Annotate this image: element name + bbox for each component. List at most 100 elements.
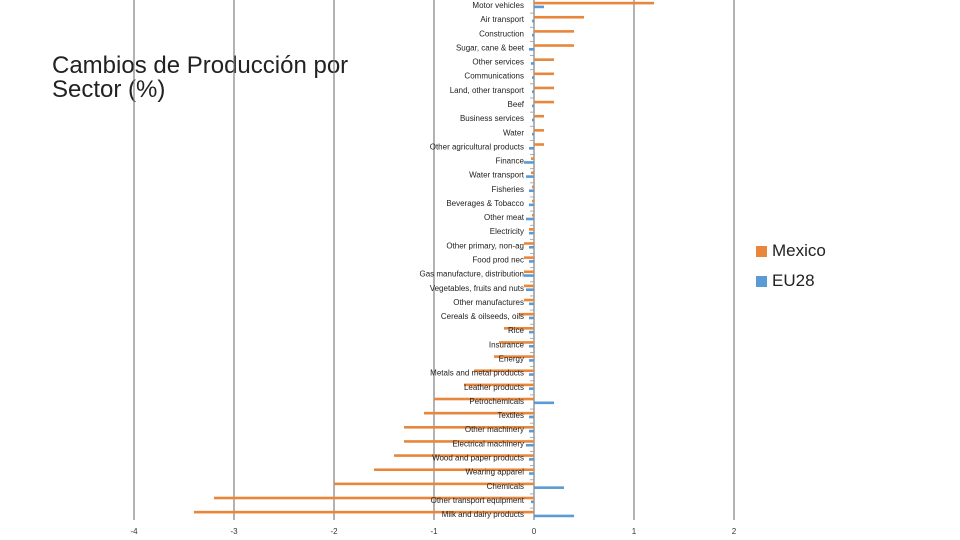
bar-eu28	[529, 48, 534, 51]
legend-swatch-eu28	[756, 275, 767, 287]
bar-mexico	[534, 58, 554, 61]
bar-mexico	[534, 100, 554, 104]
category-label: Other transport equipment	[431, 496, 525, 505]
category-label: Electricity	[490, 227, 524, 236]
x-tick-label: 0	[532, 527, 537, 536]
category-label: Other meat	[484, 213, 525, 222]
bar-eu28	[526, 175, 534, 178]
category-label: Chemicals	[487, 482, 524, 491]
bar-eu28	[532, 33, 534, 37]
bar-eu28	[529, 373, 534, 376]
bar-eu28	[529, 189, 534, 193]
x-tick-label: -3	[230, 527, 238, 536]
category-label: Fisheries	[492, 185, 524, 194]
legend-swatch-mexico	[756, 245, 767, 257]
bar-eu28	[529, 344, 534, 348]
bar-eu28	[529, 359, 534, 362]
bar-eu28	[524, 274, 534, 277]
category-label: Motor vehicles	[472, 1, 524, 10]
category-label: Construction	[479, 29, 524, 38]
category-label: Leather products	[464, 383, 524, 392]
legend-item-eu28: EU28	[756, 271, 815, 291]
category-label: Other primary, non-ag	[446, 241, 524, 250]
bar-mexico	[474, 369, 534, 373]
category-label: Petrochemicals	[469, 397, 524, 406]
bar-eu28	[526, 288, 534, 291]
bar-mexico	[214, 496, 534, 500]
bar-mexico	[532, 199, 534, 203]
bar-eu28	[531, 62, 534, 65]
bar-mexico	[534, 143, 544, 146]
x-tick-label: -4	[130, 527, 138, 536]
category-label: Metals and metal products	[430, 369, 524, 378]
x-tick-labels: -4 -3 -2 -1 0 1 2	[130, 527, 736, 536]
bar-eu28	[534, 401, 554, 405]
bar-eu28	[529, 472, 534, 475]
category-label: Finance	[496, 157, 525, 166]
legend-label-mexico: Mexico	[772, 241, 826, 260]
x-tick-label: -1	[430, 527, 438, 536]
bar-eu28	[529, 147, 534, 150]
category-label: Business services	[460, 114, 524, 123]
bar-eu28	[531, 500, 534, 504]
bar-mexico	[532, 213, 534, 217]
category-label: Cereals & oilseeds, oils	[441, 312, 524, 321]
bar-mexico	[531, 157, 534, 160]
bar-eu28	[529, 316, 534, 320]
bar-mexico	[404, 426, 534, 429]
bar-mexico	[464, 383, 534, 387]
bar-eu28	[529, 429, 534, 433]
bar-mexico	[529, 228, 534, 231]
bar-eu28	[529, 330, 534, 334]
bar-eu28	[534, 514, 574, 518]
category-label: Insurance	[489, 340, 525, 349]
category-label: Vegetables, fruits and nuts	[430, 284, 524, 293]
bar-eu28	[532, 90, 534, 94]
bar-mexico	[524, 298, 534, 302]
bar-mexico	[524, 256, 534, 259]
category-label: Gas manufacture, distribution	[420, 270, 525, 279]
bar-mexico	[499, 341, 534, 344]
category-label: Beverages & Tobacco	[446, 199, 524, 208]
category-label: Food prod nec	[472, 256, 524, 265]
bar-mexico	[532, 185, 534, 189]
bar-mexico	[534, 44, 574, 47]
category-label: Wood and paper products	[432, 453, 524, 462]
bar-mexico	[394, 454, 534, 457]
category-label: Energy	[499, 355, 524, 364]
category-label: Communications	[464, 72, 524, 81]
bar-mexico	[524, 284, 534, 288]
bar-eu28	[529, 231, 534, 235]
category-label: Other manufactures	[453, 298, 524, 307]
bar-eu28	[534, 5, 544, 9]
category-label: Textiles	[497, 411, 524, 420]
bar-eu28	[534, 486, 564, 489]
bar-mexico	[504, 327, 534, 330]
bar-mexico	[519, 312, 534, 316]
bar-eu28	[529, 302, 534, 306]
bar-eu28	[526, 217, 534, 221]
bar-eu28	[529, 260, 534, 263]
bar-eu28	[524, 161, 534, 164]
bar-eu28	[529, 458, 534, 461]
bar-eu28	[532, 132, 534, 136]
bar-mexico	[524, 270, 534, 274]
bar-eu28	[526, 443, 534, 447]
category-label: Electrical machinery	[452, 439, 524, 448]
bar-eu28	[532, 19, 534, 23]
category-label: Other agricultural products	[430, 142, 524, 151]
bar-mexico	[334, 482, 534, 486]
bar-mexico	[434, 397, 534, 401]
x-tick-label: -2	[330, 527, 338, 536]
chart-title: Cambios de Producción por Sector (%)	[52, 52, 349, 103]
bar-mexico	[534, 129, 544, 132]
category-labels: Motor vehicles Air transport Construction S…	[420, 1, 525, 519]
bar-mexico	[534, 1, 654, 5]
bar-eu28	[529, 387, 534, 390]
category-label: Milk and dairy products	[442, 510, 524, 519]
category-label: Rice	[508, 326, 525, 335]
category-label: Other machinery	[465, 425, 524, 434]
bar-mexico	[374, 468, 534, 472]
bar-eu28	[529, 245, 534, 249]
